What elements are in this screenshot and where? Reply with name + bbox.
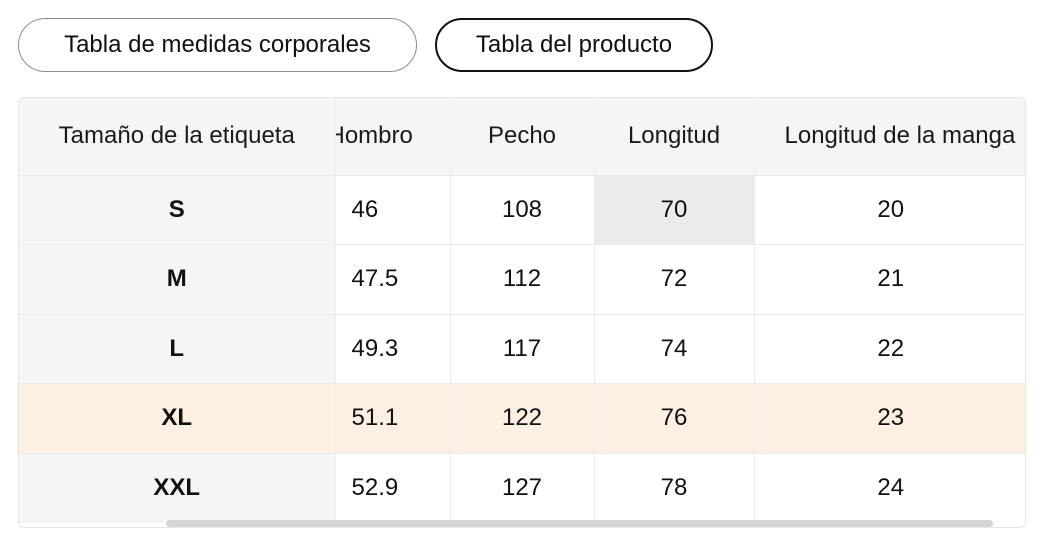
size-cell: S xyxy=(19,175,336,245)
shoulder-cell: 51.1 xyxy=(335,383,451,454)
tab-product-table[interactable]: Tabla del producto xyxy=(435,18,713,72)
header-length: Longitud xyxy=(594,98,755,176)
sleeve-cell: 22 xyxy=(754,314,1025,384)
header-chest: Pecho xyxy=(450,98,595,176)
tab-body-measurements[interactable]: Tabla de medidas corporales xyxy=(18,18,417,72)
size-cell: XXL xyxy=(19,453,336,523)
table-header-row: Tamaño de la etiqueta Hombro Pecho Longi… xyxy=(19,98,1025,176)
sleeve-cell: 20 xyxy=(754,175,1025,245)
size-cell: XL xyxy=(19,383,336,454)
chest-cell: 117 xyxy=(450,314,595,384)
chest-cell: 127 xyxy=(450,453,595,523)
shoulder-cell: 49.3 xyxy=(335,314,451,384)
horizontal-scrollbar[interactable] xyxy=(166,520,993,527)
header-shoulder: Hombro xyxy=(335,98,451,176)
size-chart-tabs: Tabla de medidas corporales Tabla del pr… xyxy=(18,18,713,72)
shoulder-cell: 47.5 xyxy=(335,244,451,315)
length-cell: 72 xyxy=(594,244,755,315)
shoulder-cell: 46 xyxy=(335,175,451,245)
size-cell: M xyxy=(19,244,336,315)
header-sleeve-length: Longitud de la manga xyxy=(754,98,1025,176)
table-row: XXL 52.9 127 78 24 xyxy=(19,453,1025,523)
length-cell: 70 xyxy=(594,175,755,245)
chest-cell: 112 xyxy=(450,244,595,315)
table-row: S 46 108 70 20 xyxy=(19,175,1025,245)
chest-cell: 122 xyxy=(450,383,595,454)
sleeve-cell: 23 xyxy=(754,383,1025,454)
length-cell: 78 xyxy=(594,453,755,523)
table-row: M 47.5 112 72 21 xyxy=(19,244,1025,315)
length-cell: 74 xyxy=(594,314,755,384)
table-row-highlighted: XL 51.1 122 76 23 xyxy=(19,383,1025,454)
length-cell: 76 xyxy=(594,383,755,454)
table-row: L 49.3 117 74 22 xyxy=(19,314,1025,384)
size-cell: L xyxy=(19,314,336,384)
shoulder-cell: 52.9 xyxy=(335,453,451,523)
sleeve-cell: 21 xyxy=(754,244,1025,315)
size-table-container[interactable]: Tamaño de la etiqueta Hombro Pecho Longi… xyxy=(18,97,1026,528)
sleeve-cell: 24 xyxy=(877,474,905,501)
size-table: Tamaño de la etiqueta Hombro Pecho Longi… xyxy=(19,98,1025,523)
chest-cell: 108 xyxy=(450,175,595,245)
header-size-label: Tamaño de la etiqueta xyxy=(19,98,336,176)
